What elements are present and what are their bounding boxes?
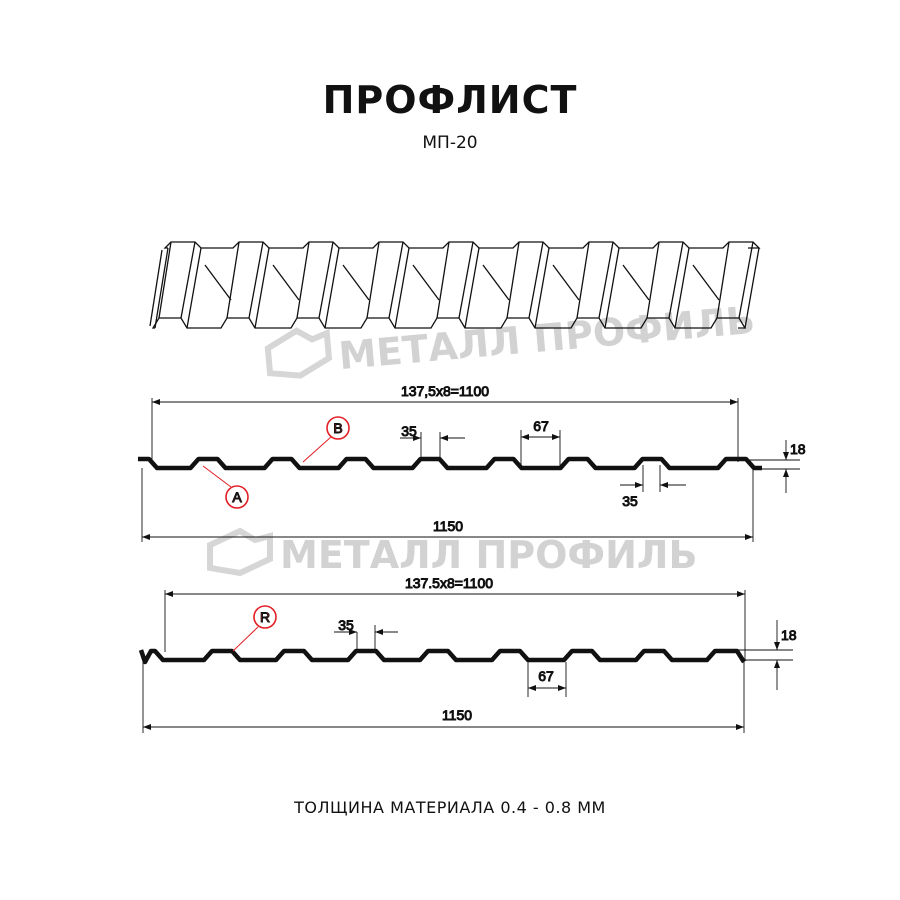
sheet-trough-shade [552, 264, 580, 301]
height-label: 18 [781, 627, 797, 643]
marker-r-label: R [260, 609, 270, 625]
sheet-rib-edge [534, 247, 550, 329]
profile-a: 137,5х8=1100 1150 35 67 35 18 B A [138, 383, 806, 542]
sheet-rib-edge [180, 241, 196, 319]
sheet-trough-shade [342, 264, 370, 301]
sheet-rib-edge [646, 241, 660, 319]
sheet-left-edge [154, 247, 169, 329]
sheet-top-edge [163, 241, 761, 249]
page-title: ПРОФЛИСТ [322, 78, 578, 122]
marker-b-label: B [333, 420, 342, 436]
marker-r-circle [253, 605, 277, 629]
sheet-rib-edge [296, 241, 310, 319]
sheet-bottom-edge [151, 317, 747, 329]
sheet-rib-edge [668, 241, 684, 319]
watermark-2: МЕТАЛЛ ПРОФИЛЬ [207, 527, 697, 577]
bottom-width-label: 35 [622, 493, 638, 509]
watermark-text: МЕТАЛЛ ПРОФИЛЬ [337, 298, 757, 378]
sheet-rib-edge [744, 247, 760, 329]
profile-r-shape [138, 648, 746, 665]
sheet-rib-edge [158, 241, 172, 319]
sheet-rib-edge [458, 241, 474, 319]
marker-b-leader [302, 436, 332, 463]
top-width-label: 35 [401, 423, 417, 439]
marker-a-label: A [232, 489, 242, 505]
trough-width-label: 67 [533, 418, 549, 434]
sheet-rib-edge [366, 241, 380, 319]
sheet-trough-shade [692, 264, 720, 301]
sheet-trough-shade [482, 264, 510, 301]
pitch-label: 137,5х8=1100 [401, 383, 489, 399]
marker-b-circle [326, 416, 350, 440]
height-label: 18 [790, 441, 806, 457]
sheet-rib-edge [738, 241, 754, 319]
sheet-rib-edge [576, 241, 590, 319]
watermark-1: МЕТАЛЛ ПРОФИЛЬ [264, 298, 757, 379]
sheet-left-edge [149, 249, 163, 327]
marker-r-leader [232, 626, 259, 652]
trough-width-label: 67 [538, 668, 554, 684]
profile-r: 137.5x8=1100 1150 35 67 18 R [138, 575, 797, 733]
sheet-trough-shade [204, 264, 232, 301]
watermark-logo-icon [207, 527, 273, 577]
width-label: 1150 [433, 518, 463, 534]
watermark-text: МЕТАЛЛ ПРОФИЛЬ [280, 533, 697, 577]
sheet-rib-edge [436, 241, 450, 319]
sheet-trough-shade [412, 264, 440, 301]
sheet-rib-edge [394, 247, 410, 329]
marker-a-circle [225, 485, 249, 509]
sheet-rib-edge [716, 241, 730, 319]
marker-a-leader [202, 465, 232, 488]
thickness-note: ТОЛЩИНА МАТЕРИАЛА 0.4 - 0.8 ММ [294, 798, 606, 817]
sheet-trough-shade [272, 264, 300, 301]
sheet-rib-edge [528, 241, 544, 319]
sheet-rib-edge [464, 247, 480, 329]
sheet-rib-edge [388, 241, 404, 319]
sheet-rib-edge [226, 241, 240, 319]
sheet-rib-edge [324, 247, 340, 329]
sheet-rib-edge [674, 247, 690, 329]
watermark-logo-icon [264, 327, 333, 379]
model-subtitle: МП-20 [422, 133, 478, 153]
sheet-3d-illustration [149, 241, 761, 329]
sheet-rib-edge [318, 241, 334, 319]
sheet-rib-edge [506, 241, 520, 319]
profile-a-shape [138, 456, 762, 471]
sheet-rib-edge [598, 241, 614, 319]
pitch-label: 137.5x8=1100 [405, 575, 493, 591]
sheet-rib-edge [186, 247, 202, 329]
sheet-rib-edge [248, 241, 264, 319]
width-label: 1150 [442, 707, 472, 723]
sheet-rib-edge [604, 247, 620, 329]
top-width-label: 35 [338, 617, 354, 633]
sheet-rib-edge [254, 247, 270, 329]
sheet-trough-shade [622, 264, 650, 301]
